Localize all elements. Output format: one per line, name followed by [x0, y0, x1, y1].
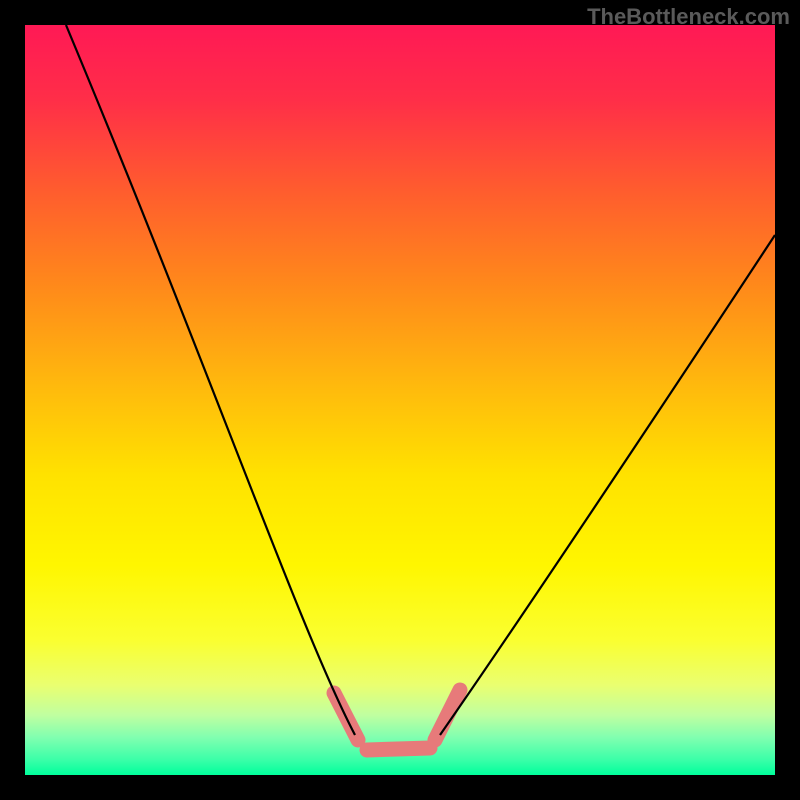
gradient-background: [25, 25, 775, 775]
chart-canvas: TheBottleneck.com: [0, 0, 800, 800]
highlight-mark: [367, 748, 430, 750]
chart-svg: [0, 0, 800, 800]
site-watermark-label: TheBottleneck.com: [587, 4, 790, 30]
